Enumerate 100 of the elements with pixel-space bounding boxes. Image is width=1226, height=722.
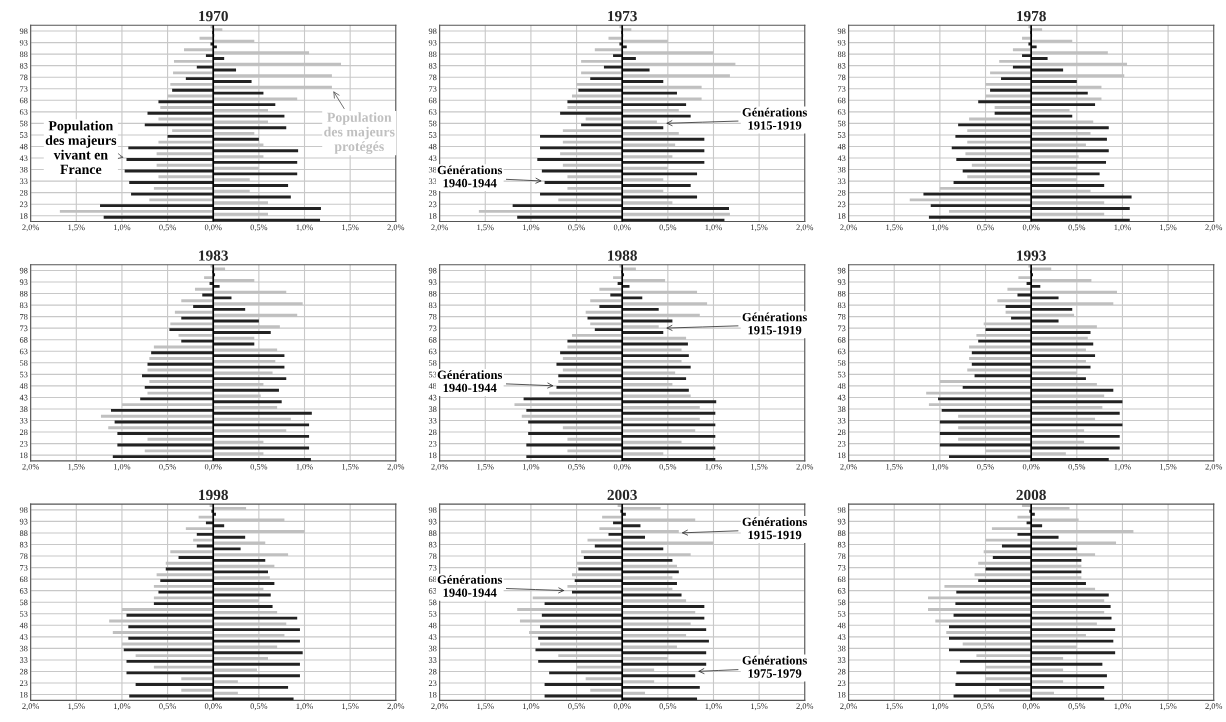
y-tick-label: 53	[428, 611, 437, 617]
y-tick-label: 28	[19, 429, 28, 436]
y-tick-label: 68	[428, 337, 437, 343]
x-tick-label: 0,5%	[250, 224, 268, 232]
y-tick-label: 88	[428, 530, 437, 536]
x-tick-label: 1,0%	[522, 224, 540, 232]
x-tick-label: 1,0%	[931, 224, 949, 232]
y-tick-label: 43	[19, 634, 28, 640]
y-tick-label: 23	[19, 440, 28, 447]
y-tick-label: 48	[837, 383, 846, 389]
x-tick-label: 1,5%	[1160, 224, 1177, 232]
x-tick-label: 2,0%	[431, 703, 449, 711]
y-tick-label: 48	[19, 143, 28, 150]
y-tick-label: 98	[428, 28, 437, 35]
x-tick-label: 0,0%	[1022, 463, 1040, 471]
x-tick-label: 1,0%	[296, 703, 313, 711]
y-tick-label: 38	[837, 406, 846, 412]
y-tick-label: 48	[19, 622, 28, 629]
y-tick-label: 58	[837, 360, 846, 366]
y-tick-label: 88	[428, 290, 437, 297]
y-tick-label: 38	[19, 406, 28, 412]
chart-title: 1978	[1017, 10, 1046, 22]
y-tick-label: 73	[429, 86, 437, 92]
x-tick-label: 1,0%	[931, 703, 949, 711]
x-tick-label: 1,5%	[886, 224, 903, 232]
y-tick-label: 33	[19, 657, 28, 663]
y-tick-label: 68	[19, 337, 28, 343]
x-tick-label: 2,0%	[387, 224, 405, 232]
y-tick-label: 83	[837, 63, 846, 69]
y-tick-label: 43	[837, 155, 846, 161]
x-tick-label: 1,5%	[886, 463, 903, 471]
y-tick-label: 98	[428, 507, 437, 513]
x-tick-label: 1,0%	[1114, 224, 1131, 232]
x-tick-label: 1,5%	[751, 703, 768, 711]
y-tick-label: 33	[19, 417, 28, 424]
y-tick-label: 78	[429, 74, 437, 81]
x-tick-label: 0,0%	[613, 463, 631, 471]
x-tick-label: 2,0%	[840, 703, 857, 711]
series-label: Population des majeurs protégés	[324, 112, 395, 154]
y-tick-label: 28	[428, 668, 437, 675]
y-tick-label: 23	[19, 201, 28, 208]
x-tick-label: 1,5%	[342, 224, 359, 232]
x-tick-label: 2,0%	[387, 463, 405, 471]
y-tick-label: 93	[19, 518, 28, 525]
x-tick-label: 0,0%	[204, 463, 222, 471]
y-tick-label: 48	[837, 622, 846, 629]
y-tick-label: 73	[20, 564, 28, 571]
x-tick-label: 2,0%	[22, 224, 40, 232]
y-tick-label: 83	[837, 541, 846, 548]
y-tick-label: 93	[837, 39, 846, 46]
y-tick-label: 18	[20, 452, 28, 459]
y-tick-label: 73	[838, 325, 846, 332]
y-tick-label: 78	[838, 74, 846, 81]
y-tick-label: 93	[428, 279, 437, 285]
x-tick-label: 0,5%	[159, 463, 176, 471]
y-tick-label: 78	[838, 313, 846, 320]
x-tick-label: 1,0%	[705, 463, 722, 471]
x-tick-label: 1,0%	[296, 224, 313, 232]
y-tick-label: 58	[837, 599, 846, 606]
y-tick-label: 18	[20, 213, 28, 219]
y-tick-label: 98	[19, 507, 28, 513]
y-tick-label: 18	[429, 452, 437, 459]
chart-title: 1993	[1017, 250, 1046, 261]
x-tick-label: 1,5%	[1160, 703, 1177, 711]
y-tick-label: 38	[19, 645, 28, 652]
y-tick-label: 28	[837, 668, 846, 675]
y-tick-label: 68	[837, 97, 846, 104]
chart-title: 1973	[608, 10, 637, 22]
y-tick-label: 73	[20, 86, 28, 92]
x-tick-label: 2,0%	[796, 463, 814, 471]
y-tick-label: 63	[19, 348, 28, 355]
y-tick-label: 43	[19, 155, 28, 161]
x-tick-label: 1,0%	[705, 703, 722, 711]
y-tick-label: 68	[19, 576, 28, 583]
y-tick-label: 63	[19, 109, 28, 115]
x-tick-label: 1,5%	[751, 463, 768, 471]
y-tick-label: 28	[837, 429, 846, 436]
x-tick-label: 2,0%	[22, 703, 40, 711]
y-tick-label: 43	[837, 634, 846, 640]
y-tick-label: 73	[429, 564, 437, 571]
y-tick-label: 98	[837, 267, 846, 274]
x-tick-label: 0,5%	[977, 463, 994, 471]
annotation: Générations 1940-1944	[437, 165, 503, 188]
x-tick-label: 1,0%	[522, 703, 540, 711]
annotation: Générations 1940-1944	[437, 575, 503, 597]
x-tick-label: 0,5%	[1068, 224, 1086, 232]
x-tick-label: 1,0%	[113, 463, 131, 471]
y-tick-label: 78	[429, 313, 437, 320]
annotation: Générations 1975-1979	[742, 655, 807, 678]
annotation: Générations 1915-1919	[742, 107, 807, 130]
y-tick-label: 48	[428, 143, 437, 150]
y-tick-label: 78	[20, 74, 28, 81]
x-tick-label: 1,5%	[477, 463, 494, 471]
y-tick-label: 53	[837, 611, 846, 617]
y-tick-label: 53	[20, 371, 28, 378]
x-tick-label: 1,5%	[68, 703, 85, 711]
chart-title: 1983	[199, 250, 228, 261]
x-tick-label: 0,5%	[159, 703, 176, 711]
y-tick-label: 63	[837, 348, 846, 355]
x-tick-label: 1,0%	[705, 224, 722, 232]
